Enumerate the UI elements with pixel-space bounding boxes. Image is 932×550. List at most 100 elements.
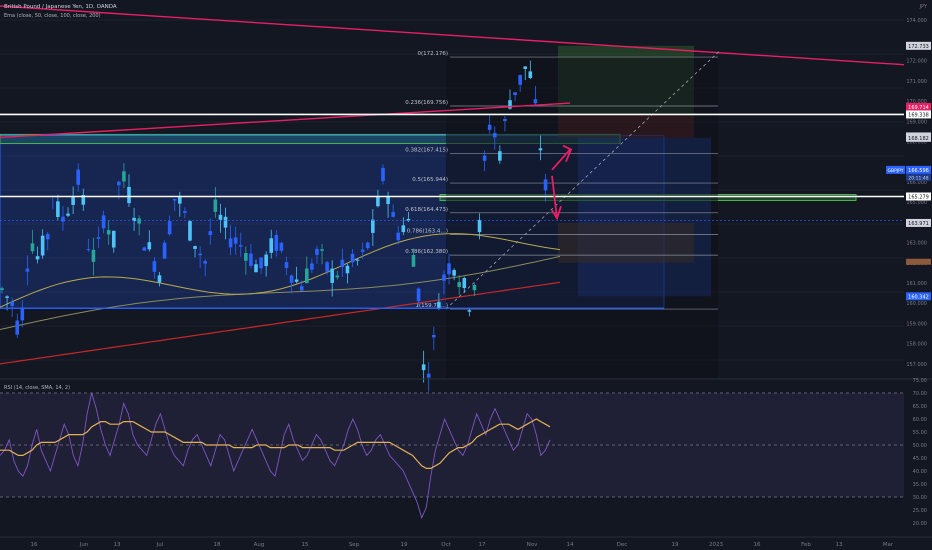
candle-body xyxy=(299,286,304,291)
candle-body xyxy=(518,74,522,85)
price-tick-label: 166.000 xyxy=(906,180,927,186)
descending-trendline[interactable] xyxy=(0,5,905,66)
candle-body xyxy=(386,196,390,205)
candle-body xyxy=(310,263,314,270)
candle-body xyxy=(487,124,492,130)
candle-body xyxy=(523,66,528,69)
diagonal-dashed-line xyxy=(445,50,721,310)
candle-body xyxy=(467,310,472,312)
candle-body xyxy=(10,301,14,307)
time-tick-label: 2023 xyxy=(709,542,723,548)
candle-body xyxy=(315,249,319,255)
candle-body xyxy=(355,259,360,261)
candle-body xyxy=(132,217,136,222)
time-tick-label: Aug xyxy=(254,542,265,548)
ema-legend: Ema (close, 50, close, 100, close, 200) xyxy=(4,13,101,19)
candle-body xyxy=(360,249,365,252)
candle-body xyxy=(96,237,101,239)
candle-body xyxy=(274,234,279,251)
price-tag-text: 160.342 xyxy=(908,294,929,300)
price-tag xyxy=(906,192,931,201)
candle-body xyxy=(111,230,116,248)
price-tag xyxy=(906,165,931,174)
candle-body xyxy=(381,167,385,182)
price-tick-label: 161.000 xyxy=(906,281,927,287)
candle-body xyxy=(188,221,192,241)
candle-body xyxy=(452,270,456,276)
fib-area xyxy=(446,57,718,378)
currency-label: JPY xyxy=(919,4,928,10)
candle-body xyxy=(406,218,411,221)
candle-body xyxy=(249,253,253,266)
time-tick-label: 15 xyxy=(302,542,309,548)
candle-body xyxy=(198,253,202,256)
fib-label: 0.786(162.380) xyxy=(405,249,448,255)
candle-body xyxy=(244,253,248,261)
candle-body xyxy=(340,259,345,268)
candle-body xyxy=(15,320,20,335)
candle-body xyxy=(86,249,91,251)
candle-body xyxy=(396,232,401,241)
candle-body xyxy=(325,262,329,272)
rsi-tick-label: 20.00 xyxy=(913,521,927,527)
candle-body xyxy=(426,373,431,378)
candle-body xyxy=(442,274,446,281)
price-tick-label: 163.000 xyxy=(906,241,927,247)
fib-label: 0.618(164.473) xyxy=(405,207,448,213)
candle-body xyxy=(81,195,86,205)
rsi-tick-label: 65.00 xyxy=(913,404,927,410)
rsi-legend: RSI (14, close, SMA, 14, 2) xyxy=(4,385,70,391)
time-tick-label: 16 xyxy=(754,542,761,548)
candle-body xyxy=(223,216,228,228)
price-tick-label: 158.000 xyxy=(906,342,927,348)
candle-body xyxy=(269,238,274,253)
candle-body xyxy=(61,216,65,222)
ema50-line xyxy=(0,233,561,308)
candle-body xyxy=(172,199,177,201)
candle-body xyxy=(101,215,106,229)
candle-body xyxy=(508,100,512,109)
rsi-tick-label: 30.00 xyxy=(913,495,927,501)
candle-body xyxy=(492,132,497,138)
down-arrow xyxy=(551,175,558,219)
candle-body xyxy=(472,284,477,291)
candle-body xyxy=(538,148,543,151)
time-tick-label: 17 xyxy=(479,542,486,548)
fib-label: 0.786(163.4…) xyxy=(407,228,448,234)
price-tick-label: 170.000 xyxy=(906,99,927,105)
fib-label: 0.382(167.415) xyxy=(405,147,448,153)
candle-body xyxy=(289,275,294,283)
time-tick-label: 19 xyxy=(401,542,408,548)
candle-body xyxy=(279,242,284,251)
time-tick-label: 13 xyxy=(836,542,843,548)
time-tick-label: 18 xyxy=(214,542,221,548)
ema100-line xyxy=(0,255,561,330)
price-tag xyxy=(906,102,931,111)
ema200-line xyxy=(0,281,561,365)
candle-body xyxy=(284,262,289,268)
time-tick-label: Mar xyxy=(883,542,894,548)
candle-body xyxy=(71,196,75,205)
rsi-tick-label: 50.00 xyxy=(913,443,927,449)
candle-body xyxy=(117,181,121,186)
candle-body xyxy=(503,118,507,122)
candle-body xyxy=(167,221,172,235)
candle-body xyxy=(416,288,421,302)
candle-body xyxy=(294,279,299,282)
candle-body xyxy=(228,238,233,248)
rising-trendline[interactable] xyxy=(0,102,571,139)
price-tag-text: 168.182 xyxy=(908,136,929,142)
candle-body xyxy=(213,199,218,212)
candle-body xyxy=(482,155,487,161)
time-tick-label: Dec xyxy=(617,542,628,548)
price-tick-label: 174.000 xyxy=(906,18,927,24)
candle-body xyxy=(432,334,436,338)
candle-body xyxy=(238,245,243,247)
symbol-tag xyxy=(886,165,905,174)
countdown-tag xyxy=(906,173,931,181)
price-tag-text: 169.338 xyxy=(908,112,929,118)
up-arrow-head xyxy=(562,144,573,163)
candle-body xyxy=(462,278,467,289)
